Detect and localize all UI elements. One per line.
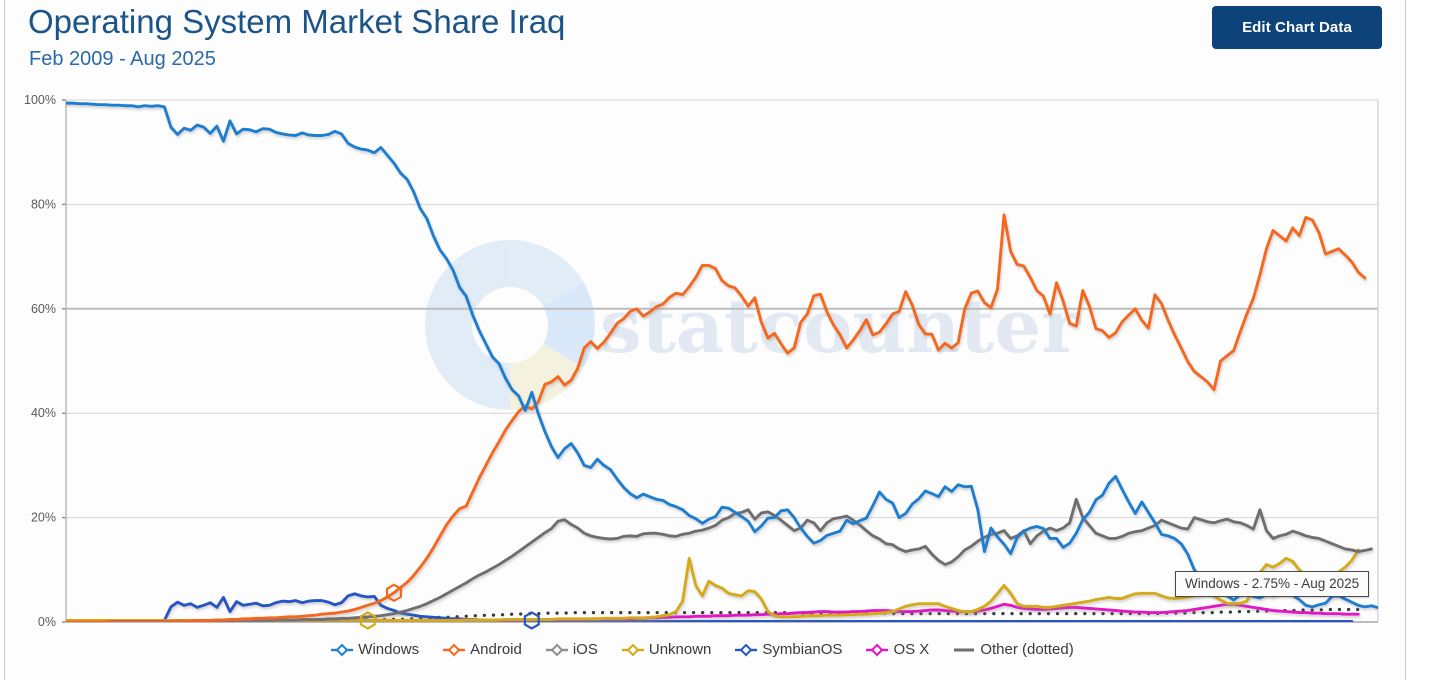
page-border-left	[4, 0, 5, 680]
legend-item-unknown[interactable]: Unknown	[621, 641, 712, 658]
legend-label: OS X	[893, 641, 930, 658]
legend-label: Android	[470, 641, 522, 658]
date-range-subtitle: Feb 2009 - Aug 2025	[29, 48, 216, 70]
page-title: Operating System Market Share Iraq	[28, 3, 566, 40]
legend-diamond-marker-icon	[621, 643, 644, 656]
legend-diamond-marker-icon	[545, 643, 568, 656]
legend-item-os-x[interactable]: OS X	[866, 641, 929, 658]
legend-label: Windows	[358, 641, 420, 658]
legend-item-other-dotted[interactable]: Other (dotted)	[953, 641, 1074, 658]
legend-label: iOS	[572, 641, 598, 658]
chart-tooltip: Windows - 2.75% - Aug 2025	[1175, 571, 1370, 597]
legend-label: Other (dotted)	[980, 641, 1074, 658]
legend-label: SymbianOS	[762, 641, 843, 658]
legend-dash-icon	[954, 648, 975, 651]
legend-item-android[interactable]: Android	[443, 641, 522, 658]
edit-chart-data-button[interactable]: Edit Chart Data	[1212, 6, 1382, 49]
legend-label: Unknown	[648, 641, 712, 658]
legend-item-ios[interactable]: iOS	[545, 641, 598, 658]
legend-diamond-marker-icon	[866, 643, 889, 656]
legend-item-symbianos[interactable]: SymbianOS	[735, 641, 842, 658]
legend-diamond-marker-icon	[735, 643, 758, 656]
legend-diamond-marker-icon	[331, 643, 354, 656]
legend-item-windows[interactable]: Windows	[331, 641, 419, 658]
chart-legend: Windows Android iOS Unknown SymbianOS OS X Oth…	[0, 641, 1405, 658]
page-border-right	[1405, 0, 1406, 680]
chart-header: Operating System Market Share Iraq Feb 2…	[0, 0, 1405, 88]
legend-diamond-marker-icon	[443, 643, 466, 656]
